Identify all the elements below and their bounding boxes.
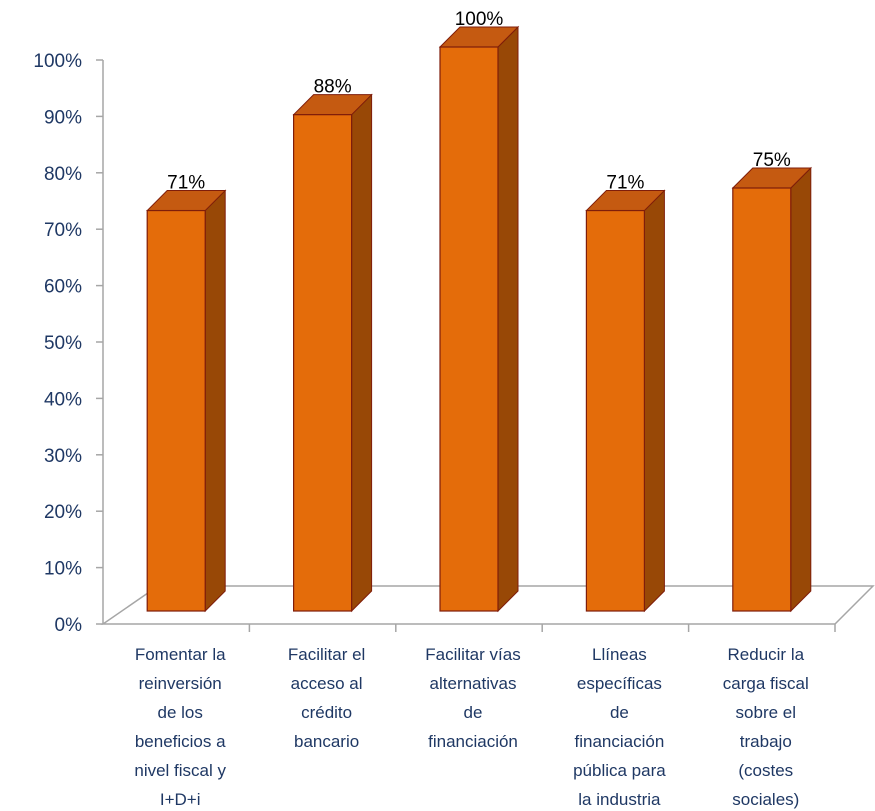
bar <box>731 166 813 613</box>
category-label-line: Llíneas <box>592 645 647 664</box>
bar <box>585 189 666 613</box>
category-label-line: pública para <box>573 761 666 780</box>
bar-side-face <box>790 166 812 613</box>
category-label-line: acceso al <box>291 674 363 693</box>
category-label-line: reinversión <box>139 674 222 693</box>
category-labels: Fomentar la reinversión de los beneficios a… <box>134 645 808 809</box>
bar-front-face <box>439 46 499 612</box>
bar-front-face <box>585 209 646 612</box>
bars <box>145 25 813 613</box>
y-tick-label: 90% <box>44 107 82 128</box>
bar-front-face <box>732 187 792 612</box>
category-label-line: financiación <box>575 732 665 751</box>
bar-side-face <box>643 189 665 613</box>
category-label-line: I+D+i <box>160 790 201 809</box>
category-label-line: nivel fiscal y <box>134 761 226 780</box>
category-label-line: trabajo <box>740 732 792 751</box>
category-label-line: de los <box>158 703 203 722</box>
category-label: Llíneas específicas de financiación pública … <box>573 645 666 809</box>
category-label-line: alternativas <box>430 674 517 693</box>
bar-front-face <box>146 209 206 612</box>
data-label: 71% <box>606 173 644 194</box>
category-label-line: beneficios a <box>135 732 226 751</box>
y-tick-label: 70% <box>44 220 82 241</box>
category-label-line: de <box>610 703 629 722</box>
bar-side-face <box>497 25 519 613</box>
category-label: Reducir la carga fiscal sobre el trabajo (co… <box>723 645 809 809</box>
bar-side-face <box>351 93 373 613</box>
category-label: Facilitar el acceso al crédito bancario <box>288 645 365 751</box>
category-label: Facilitar vías alternativas de financiación <box>425 645 520 751</box>
data-label: 71% <box>167 173 205 194</box>
category-label-line: Fomentar la <box>135 645 226 664</box>
bar-front-face <box>293 114 353 612</box>
bar-side-face <box>204 189 226 613</box>
bar <box>145 189 227 613</box>
bar <box>438 25 520 613</box>
data-label: 88% <box>314 77 352 98</box>
category-label-line: la industria <box>578 790 661 809</box>
floor-plane <box>100 585 875 625</box>
y-tick-label: 0% <box>55 615 83 636</box>
y-tick-label: 80% <box>44 164 82 185</box>
category-label-line: bancario <box>294 732 359 751</box>
y-axis-ticks: 0% 10% 20% 30% 40% 50% 60% 70% 80% 90% 100% <box>33 51 103 636</box>
y-tick-label: 50% <box>44 333 82 354</box>
y-tick-label: 100% <box>33 51 82 72</box>
category-label-line: de <box>464 703 483 722</box>
category-label-line: Facilitar el <box>288 645 365 664</box>
category-label-line: sociales) <box>732 790 799 809</box>
data-labels: 71% 88% 100% 71% 75% <box>167 9 791 194</box>
bar <box>292 93 373 613</box>
category-label-line: (costes <box>738 761 793 780</box>
data-label: 75% <box>753 150 791 171</box>
data-label: 100% <box>455 9 504 30</box>
category-label: Fomentar la reinversión de los beneficios a… <box>134 645 226 809</box>
y-tick-label: 10% <box>44 559 82 580</box>
y-tick-label: 40% <box>44 389 82 410</box>
category-label-line: crédito <box>301 703 352 722</box>
y-tick-label: 20% <box>44 502 82 523</box>
category-label-line: Reducir la <box>728 645 805 664</box>
category-label-line: Facilitar vías <box>425 645 520 664</box>
y-tick-label: 30% <box>44 446 82 467</box>
y-tick-label: 60% <box>44 277 82 298</box>
category-label-line: específicas <box>577 674 662 693</box>
category-label-line: carga fiscal <box>723 674 809 693</box>
category-label-line: sobre el <box>736 703 796 722</box>
category-label-line: financiación <box>428 732 518 751</box>
